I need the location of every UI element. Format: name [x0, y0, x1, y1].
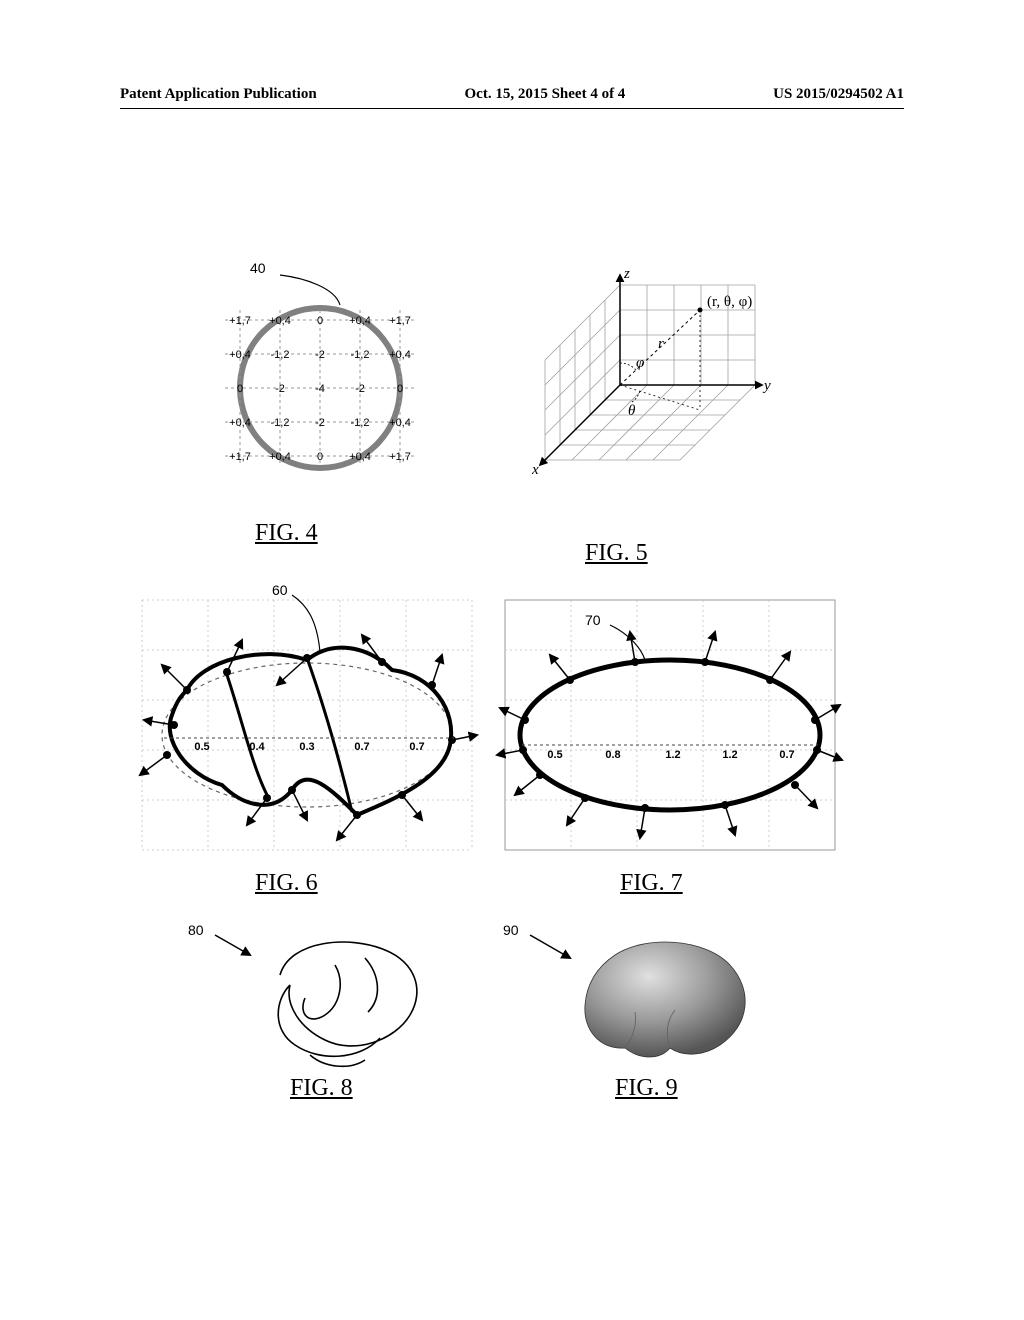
fig4-cell: -1,2 — [271, 417, 290, 429]
fig6-svg: 0.5 0.4 0.3 0.7 0.7 — [132, 590, 482, 860]
fig4-cell: +1,7 — [229, 315, 251, 327]
fig6-val: 0.7 — [354, 741, 369, 753]
fig4-cell: +0,4 — [269, 315, 291, 327]
fig7-val: 0.8 — [605, 749, 620, 761]
fig4-label: FIG. 4 — [255, 520, 318, 547]
fig5-svg: (r, θ, φ) z y x r φ θ — [500, 270, 780, 500]
fig7-values: 0.5 0.8 1.2 1.2 0.7 — [547, 749, 794, 761]
fig4-cell: +1,7 — [389, 315, 411, 327]
fig5-phi-arc — [620, 363, 636, 370]
fig6-val: 0.3 — [299, 741, 314, 753]
fig4-callout: 40 — [250, 260, 266, 276]
fig6-inner-arc-1 — [227, 675, 267, 795]
header-left: Patent Application Publication — [120, 86, 317, 103]
fig4-cell: -1,2 — [351, 417, 370, 429]
page-header: Patent Application Publication Oct. 15, … — [0, 86, 1024, 103]
fig4-callout-leader — [280, 275, 340, 305]
fig5-r-label: r — [658, 336, 664, 352]
fig8-callout: 80 — [188, 922, 204, 938]
fig5-point-label: (r, θ, φ) — [707, 294, 752, 310]
fig5-z-label: z — [623, 270, 630, 282]
fig8-svg — [190, 920, 450, 1070]
fig6-callout-leader — [292, 595, 320, 652]
fig4-cell: -1,2 — [271, 349, 290, 361]
fig6-callout: 60 — [272, 582, 288, 598]
fig7-ellipse — [520, 660, 820, 810]
fig6-nodes — [163, 654, 456, 819]
fig5-phi-label: φ — [636, 355, 644, 371]
fig5-y-label: y — [762, 378, 771, 394]
fig6-val: 0.7 — [409, 741, 424, 753]
fig4-cell: -4 — [315, 383, 325, 395]
fig7-arrows — [497, 632, 842, 838]
fig4-cell: 0 — [317, 315, 323, 327]
fig4-cell: -1,2 — [351, 349, 370, 361]
fig4-cell: +0,4 — [349, 315, 371, 327]
fig6-grid — [142, 600, 472, 850]
fig4-cell: +0,4 — [229, 417, 251, 429]
fig5-grids — [545, 285, 755, 460]
fig4-svg: +1,7 +0,4 0 +0,4 +1,7 +0,4 -1,2 -2 -1,2 … — [195, 270, 445, 500]
fig6-ellipse-ref — [162, 663, 452, 807]
fig4-cell: -2 — [315, 417, 325, 429]
fig7-val: 0.7 — [779, 749, 794, 761]
fig7-panel: 0.5 0.8 1.2 1.2 0.7 70 — [495, 590, 845, 860]
fig9-panel: 90 — [505, 920, 785, 1070]
fig4-cell: 0 — [317, 451, 323, 463]
fig5-panel: (r, θ, φ) z y x r φ θ — [500, 270, 780, 500]
fig5-point — [698, 308, 703, 313]
fig8-label: FIG. 8 — [290, 1075, 353, 1102]
fig9-callout: 90 — [503, 922, 519, 938]
fig4-cell: +0,4 — [229, 349, 251, 361]
fig7-callout-leader — [610, 625, 645, 660]
fig4-cell: +1,7 — [389, 451, 411, 463]
fig7-label: FIG. 7 — [620, 870, 683, 897]
fig5-theta-label: θ — [628, 403, 636, 419]
fig4-cell: +1,7 — [229, 451, 251, 463]
fig9-label: FIG. 9 — [615, 1075, 678, 1102]
fig7-val: 0.5 — [547, 749, 562, 761]
fig6-val: 0.4 — [249, 741, 265, 753]
fig6-panel: 0.5 0.4 0.3 0.7 0.7 60 — [132, 590, 482, 860]
fig4-cell: +0,4 — [269, 451, 291, 463]
fig5-x-label: x — [531, 462, 539, 478]
fig6-label: FIG. 6 — [255, 870, 318, 897]
fig8-panel: 80 — [190, 920, 450, 1070]
fig7-svg: 0.5 0.8 1.2 1.2 0.7 — [495, 590, 845, 860]
fig9-blob — [585, 942, 745, 1057]
header-rule — [120, 108, 904, 109]
fig4-cell: -2 — [355, 383, 365, 395]
fig8-callout-arrow — [215, 935, 250, 955]
fig7-val: 1.2 — [665, 749, 680, 761]
fig4-cell: +0,4 — [389, 349, 411, 361]
header-right: US 2015/0294502 A1 — [773, 86, 904, 103]
fig6-val: 0.5 — [194, 741, 209, 753]
fig4-cell: -2 — [315, 349, 325, 361]
fig4-cell: +0,4 — [349, 451, 371, 463]
fig6-values: 0.5 0.4 0.3 0.7 0.7 — [194, 741, 424, 753]
fig4-cell: +0,4 — [389, 417, 411, 429]
header-center: Oct. 15, 2015 Sheet 4 of 4 — [465, 86, 626, 103]
fig9-callout-arrow — [530, 935, 570, 958]
fig9-svg — [505, 920, 785, 1070]
fig4-cell: -2 — [275, 383, 285, 395]
fig4-panel: +1,7 +0,4 0 +0,4 +1,7 +0,4 -1,2 -2 -1,2 … — [195, 270, 445, 500]
page: Patent Application Publication Oct. 15, … — [0, 0, 1024, 1320]
fig7-callout: 70 — [585, 612, 601, 628]
fig6-curve — [170, 648, 451, 815]
fig4-cell: 0 — [237, 383, 243, 395]
fig8-curves — [278, 942, 417, 1066]
fig4-cell: 0 — [397, 383, 403, 395]
fig5-label: FIG. 5 — [585, 540, 648, 567]
fig5-labels: (r, θ, φ) z y x r φ θ — [531, 270, 771, 478]
fig7-val: 1.2 — [722, 749, 737, 761]
